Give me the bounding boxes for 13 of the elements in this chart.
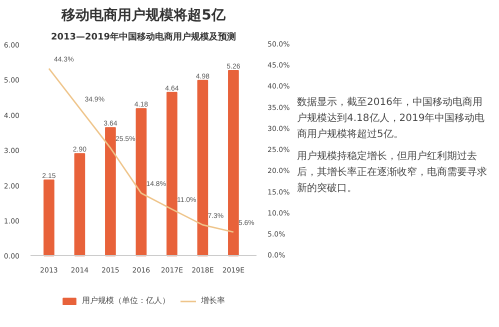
legend-label: 用户规模（单位：亿人） <box>82 295 170 306</box>
bar <box>105 127 116 256</box>
chart-subtitle: 2013—2019年中国移动电商用户规模及预测 <box>50 32 236 42</box>
bar <box>44 180 54 256</box>
bar <box>197 80 208 256</box>
bar <box>136 108 147 256</box>
bar <box>166 92 178 256</box>
legend-label: 增长率 <box>201 295 225 306</box>
text: 数据显示，截至2016年，中国移动电商用户规模达到4.18亿人，2019年中国移动电商用户规模将超过5亿。 <box>297 96 486 142</box>
text: 用户规模持稳定增长，但用户红利期过去后，其增长率正在逐渐收窄，电商需要寻求新的突破口。 <box>297 150 488 196</box>
bar <box>74 153 86 256</box>
chart-title: 移动电商用户规模将超5亿 <box>60 6 226 24</box>
bar <box>228 70 239 256</box>
